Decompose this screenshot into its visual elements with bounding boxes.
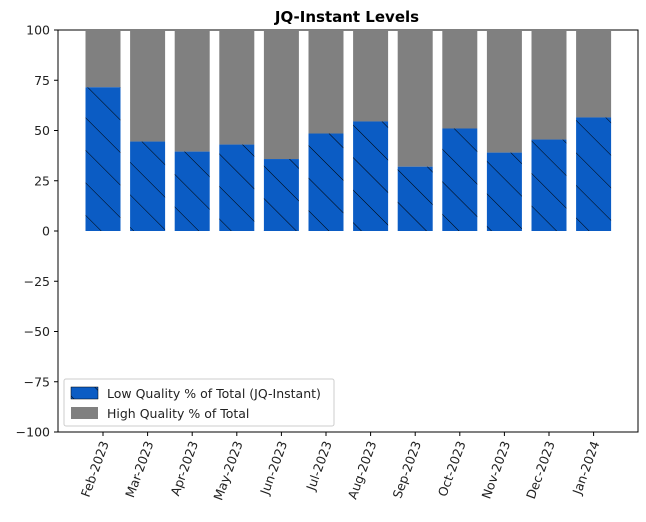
bar-low-quality-hatch — [174, 151, 210, 231]
x-tick-label: Jul-2023 — [303, 439, 335, 493]
bar-low-quality-hatch — [130, 141, 166, 231]
y-tick-label: −25 — [24, 274, 50, 289]
chart-title: JQ-Instant Levels — [274, 8, 419, 26]
x-tick-label: Aug-2023 — [345, 439, 380, 501]
bar-low-quality-hatch — [442, 128, 478, 231]
y-tick-label: −75 — [24, 374, 50, 389]
bar-high-quality — [174, 30, 210, 152]
y-axis: 100 75 50 25 0 −25 −50 −75 −100 — [16, 23, 58, 440]
bar-high-quality — [308, 30, 344, 134]
bar-high-quality — [531, 30, 567, 140]
bar-low-quality-hatch — [397, 166, 433, 231]
bar-high-quality — [219, 30, 255, 145]
x-tick-label: Oct-2023 — [435, 439, 469, 499]
x-tick-label: Nov-2023 — [478, 439, 513, 501]
bar-low-quality-hatch — [531, 139, 567, 231]
legend-label-low-quality: Low Quality % of Total (JQ-Instant) — [107, 386, 321, 401]
y-tick-label: 25 — [34, 173, 50, 188]
legend-swatch-low-quality-hatch — [71, 387, 98, 399]
x-tick-label: Mar-2023 — [122, 439, 156, 500]
y-tick-label: 0 — [42, 224, 50, 239]
bar-low-quality-hatch — [353, 121, 389, 231]
x-tick-label: Feb-2023 — [78, 439, 112, 499]
bar-high-quality — [85, 30, 121, 88]
y-tick-label: 100 — [26, 23, 50, 38]
y-tick-label: 75 — [34, 73, 50, 88]
bar-low-quality-hatch — [486, 152, 522, 231]
y-tick-label: −100 — [16, 425, 50, 440]
x-tick-label: Apr-2023 — [167, 439, 201, 498]
legend-box — [63, 378, 335, 427]
bar-low-quality-hatch — [263, 159, 299, 231]
legend: Low Quality % of Total (JQ-Instant) High… — [63, 378, 335, 427]
bar-high-quality — [486, 30, 522, 153]
x-tick-label: Jan-2024 — [569, 439, 602, 497]
y-tick-label: −50 — [24, 324, 50, 339]
y-tick-label: 50 — [34, 123, 50, 138]
bar-low-quality-hatch — [576, 117, 612, 231]
bar-high-quality — [576, 30, 612, 118]
x-axis: Feb-2023 Mar-2023 Apr-2023 May-2023 Jun-2023… — [78, 432, 602, 502]
bars-group — [85, 30, 612, 231]
x-tick-label: Jun-2023 — [257, 439, 291, 498]
bar-high-quality — [263, 30, 299, 160]
bar-low-quality-hatch — [219, 144, 255, 231]
x-tick-label: Dec-2023 — [523, 439, 558, 501]
bar-high-quality — [442, 30, 478, 129]
x-tick-label: Sep-2023 — [389, 439, 424, 500]
bar-high-quality — [130, 30, 166, 142]
legend-swatch-high-quality — [71, 407, 98, 419]
bar-high-quality — [353, 30, 389, 122]
bar-high-quality — [397, 30, 433, 167]
x-tick-label: May-2023 — [210, 439, 245, 502]
bar-low-quality-hatch — [85, 87, 121, 231]
bar-low-quality-hatch — [308, 133, 344, 231]
legend-label-high-quality: High Quality % of Total — [107, 406, 249, 421]
